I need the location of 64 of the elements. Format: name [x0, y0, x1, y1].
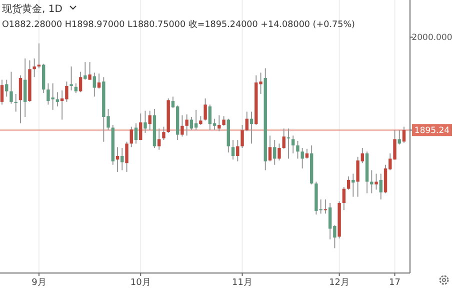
- candlestick: [218, 114, 221, 132]
- candlestick: [18, 74, 22, 124]
- candlestick: [92, 72, 96, 98]
- candlestick: [273, 140, 276, 166]
- candlestick: [148, 110, 152, 131]
- candlestick: [32, 58, 36, 78]
- candlestick: [222, 116, 226, 126]
- candlestick: [352, 173, 355, 198]
- candlestick: [144, 110, 147, 134]
- candlestick: [116, 146, 120, 172]
- candlestick: [208, 104, 212, 131]
- candlestick: [374, 173, 378, 190]
- candlestick: [88, 62, 92, 80]
- candlestick: [14, 93, 18, 112]
- x-tick-label: 11月: [232, 278, 252, 288]
- candlestick: [282, 128, 286, 150]
- candlestick: [342, 186, 346, 211]
- candlestick: [296, 140, 300, 160]
- candlestick: [236, 140, 240, 162]
- candlestick: [24, 58, 27, 118]
- x-tick-label: 12月: [329, 278, 350, 288]
- candlestick: [292, 135, 295, 154]
- candlestick: [204, 98, 207, 122]
- y-tick-label: 1895.24: [414, 126, 450, 136]
- candlestick: [398, 130, 401, 145]
- candlestick: [346, 176, 350, 190]
- candlestick: [158, 128, 161, 150]
- candlestick: [240, 124, 244, 149]
- candlestick: [286, 128, 290, 160]
- candlestick: [300, 148, 304, 169]
- candlestick: [5, 79, 8, 98]
- candlestick: [402, 126, 406, 144]
- candlestick: [190, 116, 194, 131]
- candlestick: [245, 111, 248, 132]
- candlestick: [74, 82, 78, 94]
- candlestick: [305, 148, 309, 160]
- candlestick: [134, 122, 138, 144]
- candlestick: [268, 135, 272, 162]
- candlestick: [324, 198, 328, 214]
- candlestick: [180, 114, 184, 137]
- candlestick: [130, 126, 133, 148]
- candlestick: [10, 71, 13, 104]
- candlestick: [70, 66, 73, 91]
- text: O1882.28000 H1898.97000 L1880.75000 收=1895.24000 +14.08000 (+0.75%): [2, 19, 355, 30]
- candlestick: [278, 143, 281, 161]
- chart-title: 现货黄金, 1D: [2, 3, 63, 15]
- candlestick: [185, 114, 188, 136]
- candlestick: [125, 141, 128, 172]
- candlestick: [162, 126, 166, 141]
- y-tick-label: 2000.000: [412, 33, 452, 44]
- candlestick: [379, 173, 382, 200]
- candlestick: [194, 109, 198, 131]
- candlestick: [0, 79, 4, 106]
- x-tick-label: 10月: [130, 278, 151, 288]
- candlestick: [231, 140, 235, 160]
- candlestick: [37, 42, 41, 69]
- candlestick: [139, 112, 142, 141]
- candlestick: [84, 62, 87, 80]
- candlestick: [120, 148, 124, 171]
- candlestick: [97, 73, 101, 90]
- candlestick: [78, 71, 82, 93]
- x-tick-label: 17: [389, 278, 400, 288]
- x-tick-label: 9月: [32, 278, 46, 288]
- candlestick: [370, 170, 374, 194]
